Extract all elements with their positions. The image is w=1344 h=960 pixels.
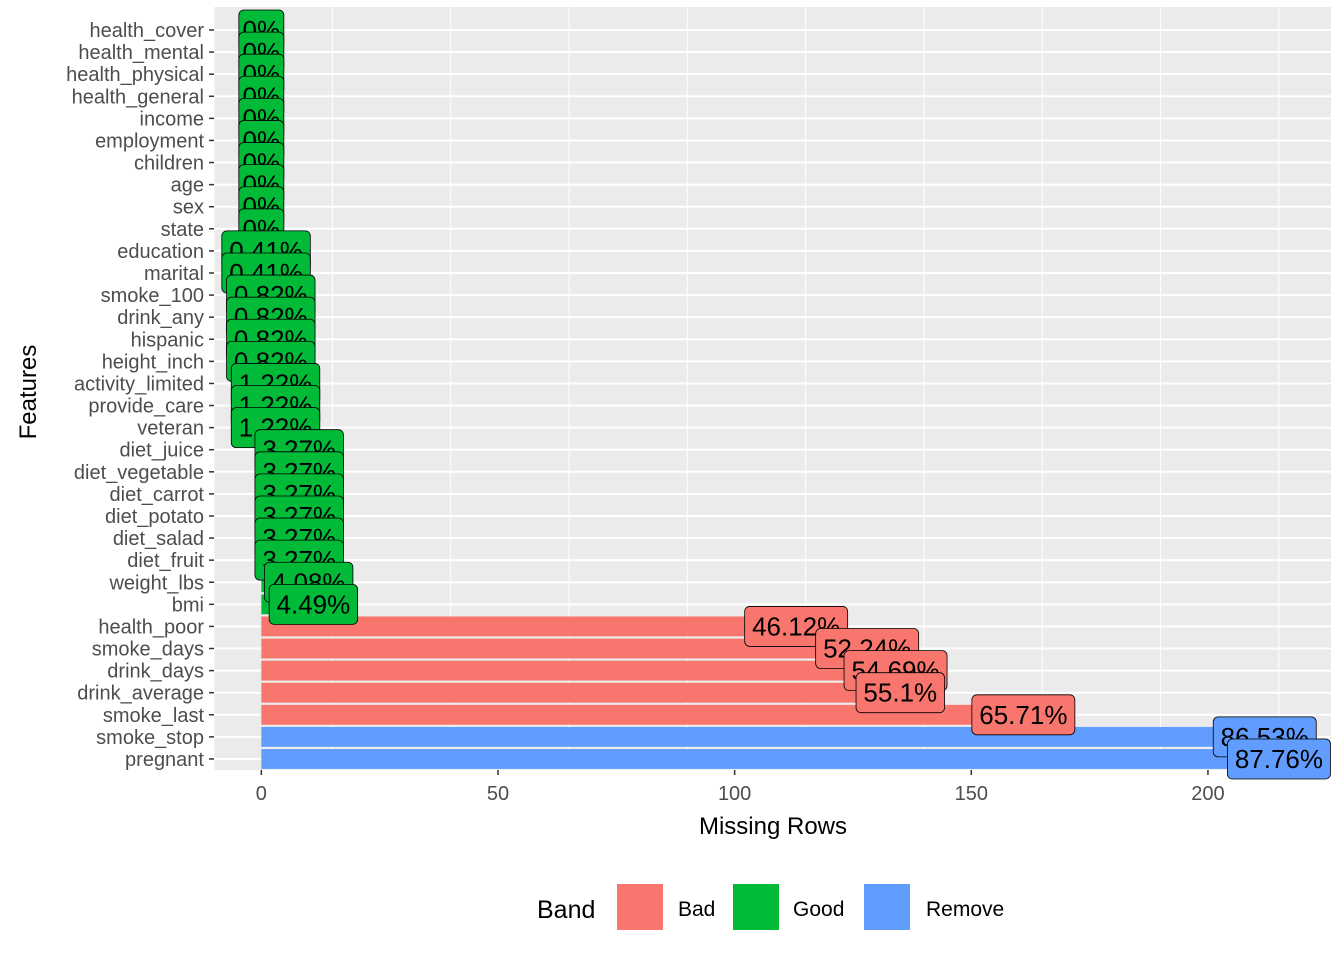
bar bbox=[261, 660, 896, 681]
bar bbox=[261, 682, 901, 703]
bar-label-text: 4.49% bbox=[277, 589, 351, 619]
legend-item-good: Good bbox=[733, 884, 844, 930]
y-tick-label: drink_average bbox=[77, 683, 204, 705]
y-tick-label: pregnant bbox=[125, 749, 204, 771]
bar-label-text: 87.76% bbox=[1235, 744, 1323, 774]
y-tick-label: age bbox=[171, 175, 204, 197]
legend-label: Good bbox=[793, 898, 844, 921]
bar-label: 4.49% bbox=[268, 583, 359, 625]
legend-item-bad: Bad bbox=[617, 884, 715, 930]
y-tick-label: smoke_stop bbox=[96, 727, 204, 749]
y-tick-label: hispanic bbox=[131, 329, 204, 351]
y-tick-label: income bbox=[140, 108, 204, 130]
y-tick-label: activity_limited bbox=[74, 373, 204, 395]
legend-label: Bad bbox=[678, 898, 715, 921]
bar-label-box bbox=[971, 694, 1076, 736]
y-tick-label: health_general bbox=[72, 86, 204, 108]
y-tick-label: sex bbox=[173, 197, 204, 219]
x-axis: 0 50 100 150 200 bbox=[256, 770, 1225, 805]
bar-label: 87.76% bbox=[1227, 738, 1331, 780]
y-tick-label: education bbox=[117, 241, 204, 263]
y-tick-label: bmi bbox=[172, 594, 204, 616]
bar-label-text: 65.71% bbox=[979, 700, 1067, 730]
bar-label-box bbox=[1227, 738, 1331, 780]
y-tick-label: health_poor bbox=[98, 616, 204, 638]
legend-title: Band bbox=[537, 896, 595, 924]
bar bbox=[261, 638, 868, 659]
x-tick-label: 100 bbox=[718, 783, 751, 805]
y-tick-label: provide_care bbox=[88, 396, 204, 418]
x-axis-title: Missing Rows bbox=[699, 813, 847, 840]
x-tick-label: 150 bbox=[955, 783, 988, 805]
bar bbox=[261, 616, 797, 637]
y-axis-title: Features bbox=[15, 345, 42, 440]
bar-label-box bbox=[268, 583, 359, 625]
legend-item-remove: Remove bbox=[864, 884, 1004, 930]
bar-labels-layer: 0%0%0%0%0%0%0%0%0%0%0.41%0.41%0.82%0.82%… bbox=[221, 9, 1331, 780]
y-tick-label: health_cover bbox=[89, 20, 204, 42]
legend-key bbox=[864, 884, 910, 930]
y-tick-label: diet_salad bbox=[113, 528, 204, 550]
y-tick-label: diet_vegetable bbox=[74, 462, 204, 484]
y-tick-label: drink_days bbox=[107, 661, 204, 683]
y-tick-label: weight_lbs bbox=[108, 572, 204, 594]
x-tick-label: 0 bbox=[256, 783, 267, 805]
bar bbox=[261, 704, 1024, 725]
y-tick-label: smoke_days bbox=[92, 639, 204, 661]
y-axis: health_coverhealth_mentalhealth_physical… bbox=[66, 20, 214, 771]
y-tick-label: employment bbox=[95, 130, 204, 152]
legend: Band Bad Good Remove bbox=[537, 884, 1004, 930]
bar-label-box bbox=[855, 672, 945, 714]
bar bbox=[261, 726, 1265, 747]
bar-label: 55.1% bbox=[855, 672, 945, 714]
legend-key bbox=[733, 884, 779, 930]
y-tick-label: height_inch bbox=[102, 351, 204, 373]
bar bbox=[261, 749, 1279, 769]
y-tick-label: diet_juice bbox=[119, 440, 204, 462]
y-tick-label: health_physical bbox=[66, 64, 204, 86]
y-tick-label: children bbox=[134, 153, 204, 175]
legend-key bbox=[617, 884, 663, 930]
y-tick-label: diet_potato bbox=[105, 506, 204, 528]
y-tick-label: drink_any bbox=[117, 307, 204, 329]
bar-label: 65.71% bbox=[971, 694, 1076, 736]
y-tick-label: state bbox=[161, 219, 204, 241]
y-tick-label: smoke_last bbox=[103, 705, 205, 727]
y-tick-label: health_mental bbox=[78, 42, 204, 64]
y-tick-label: diet_fruit bbox=[127, 550, 204, 572]
x-tick-label: 50 bbox=[487, 783, 509, 805]
bar-label-text: 55.1% bbox=[863, 678, 937, 708]
bar-label: 1.22% bbox=[230, 407, 321, 449]
y-tick-label: veteran bbox=[137, 418, 204, 440]
x-tick-label: 200 bbox=[1191, 783, 1224, 805]
legend-label: Remove bbox=[926, 898, 1004, 921]
y-tick-label: smoke_100 bbox=[101, 285, 204, 307]
y-tick-label: marital bbox=[144, 263, 204, 285]
y-tick-label: diet_carrot bbox=[110, 484, 205, 506]
